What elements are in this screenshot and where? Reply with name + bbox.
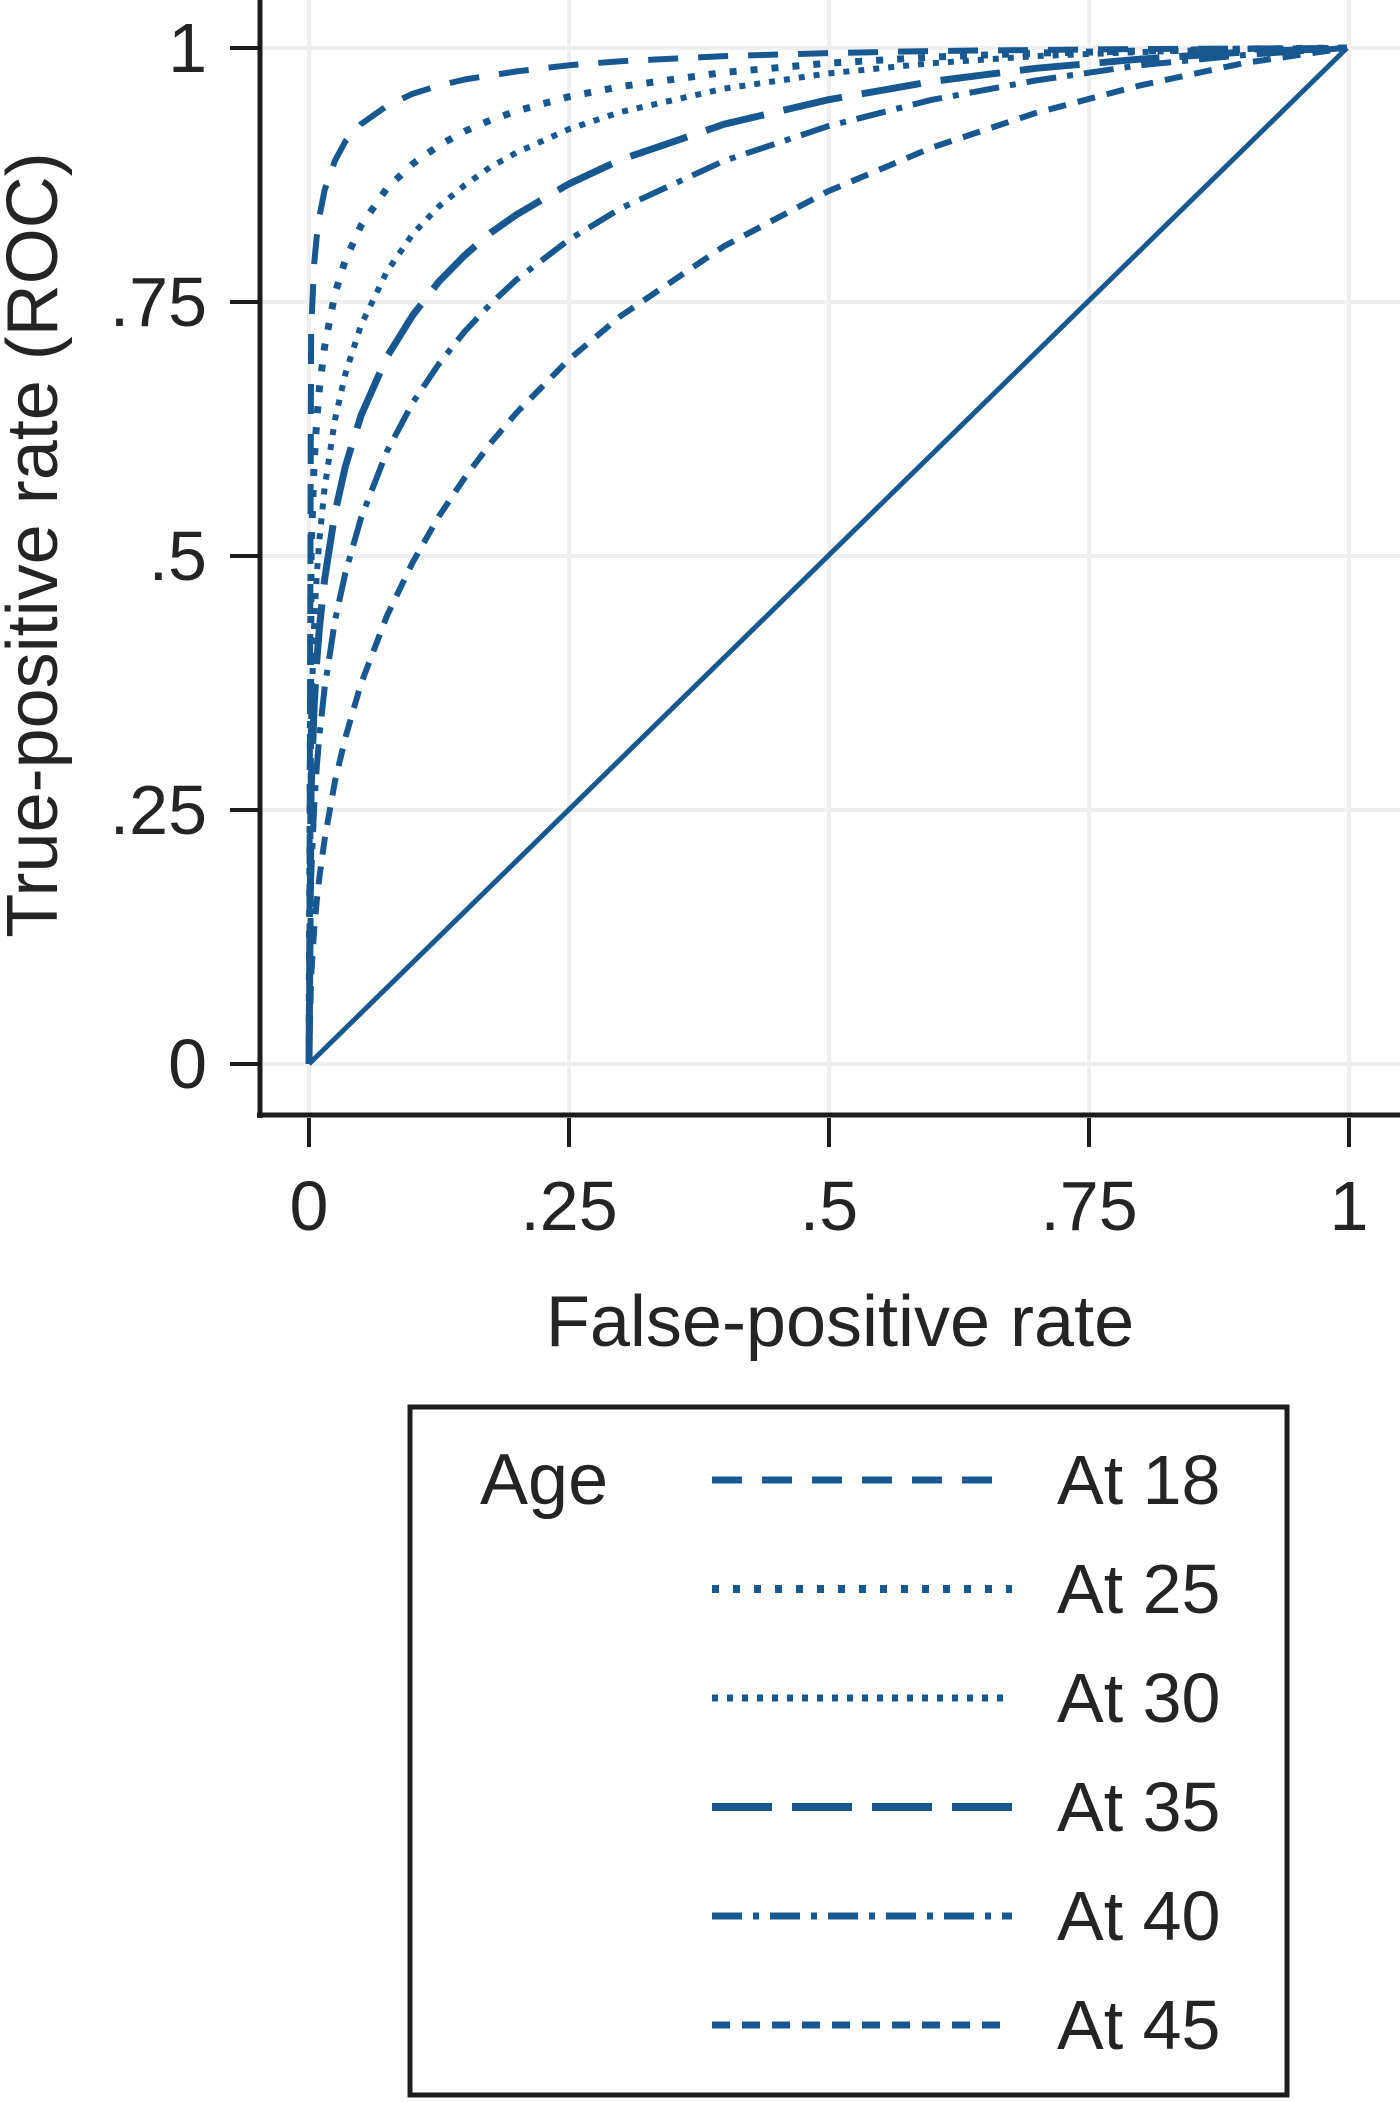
legend-box xyxy=(407,1404,1290,2098)
roc-curve-at-45 xyxy=(306,45,1348,1065)
x-tick-label-5: .5 xyxy=(800,1167,858,1245)
y-axis-title: True-positive rate (ROC) xyxy=(0,152,73,938)
roc-curve-at-30 xyxy=(306,45,1348,1065)
chance-line xyxy=(307,46,1349,1066)
roc-curves xyxy=(305,44,1349,1066)
y-tick-label-1: 1 xyxy=(168,9,207,87)
y-tick-labels: 1 .75 .5 .25 0 xyxy=(110,9,207,1103)
legend-label-at-35: At 35 xyxy=(1057,1768,1220,1846)
x-axis-title: False-positive rate xyxy=(546,1282,1134,1362)
x-tick-label-25: .25 xyxy=(520,1167,617,1245)
x-tick-labels: 0 .25 .5 .75 1 xyxy=(290,1167,1369,1245)
legend-label-at-40: At 40 xyxy=(1057,1877,1220,1955)
roc-curve-at-25 xyxy=(305,44,1348,1065)
legend-label-at-45: At 45 xyxy=(1057,1986,1220,2064)
roc-curve-at-35 xyxy=(305,44,1348,1065)
x-tick-label-0: 0 xyxy=(290,1167,329,1245)
legend: Age At 18 At 25 At 30 At 35 At 40 At 45 xyxy=(407,1404,1290,2098)
y-tick-label-5: .5 xyxy=(149,517,207,595)
y-tick-label-0: 0 xyxy=(168,1025,207,1103)
axes xyxy=(230,0,1400,1147)
legend-label-at-18: At 18 xyxy=(1057,1441,1220,1519)
y-tick-label-25: .25 xyxy=(110,771,207,849)
x-tick-label-1: 1 xyxy=(1330,1167,1369,1245)
roc-curve-at-18 xyxy=(306,45,1348,1065)
y-tick-label-75: .75 xyxy=(110,263,207,341)
legend-title: Age xyxy=(480,1440,608,1520)
legend-label-at-30: At 30 xyxy=(1057,1659,1220,1737)
legend-label-at-25: At 25 xyxy=(1057,1550,1220,1628)
x-tick-label-75: .75 xyxy=(1040,1167,1137,1245)
